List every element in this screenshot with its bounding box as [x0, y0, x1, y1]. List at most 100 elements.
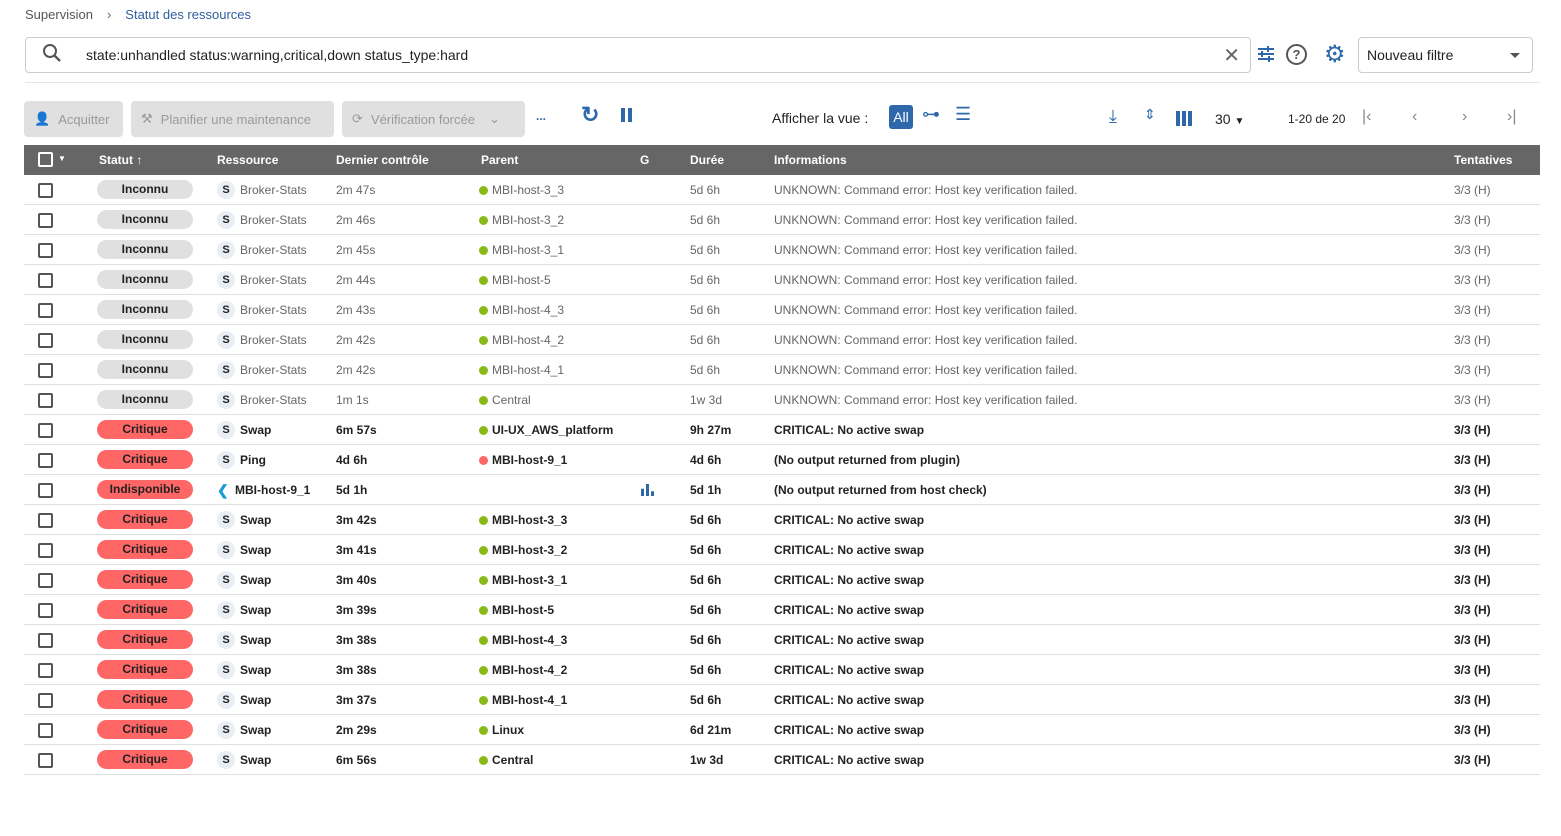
resource-name[interactable]: Swap — [240, 513, 272, 527]
row-checkbox[interactable] — [38, 303, 53, 318]
column-resource[interactable]: Ressource — [217, 153, 279, 167]
parent[interactable]: MBI-host-3_2 — [479, 213, 564, 227]
parent[interactable]: UI-UX_AWS_platform — [479, 423, 613, 437]
column-tries[interactable]: Tentatives — [1454, 153, 1513, 167]
resource-name[interactable]: Swap — [240, 573, 272, 587]
table-row[interactable]: Inconnu S Broker-Stats 2m 43s MBI-host-4… — [24, 295, 1540, 325]
tree-view-icon[interactable]: ⊶ — [922, 104, 940, 124]
row-checkbox[interactable] — [38, 543, 53, 558]
parent[interactable]: MBI-host-4_1 — [479, 363, 564, 377]
table-row[interactable]: Critique S Swap 3m 40s MBI-host-3_1 5d 6… — [24, 565, 1540, 595]
prev-page-icon[interactable]: ‹ — [1412, 108, 1418, 125]
caret-down-icon[interactable]: ▼ — [58, 154, 66, 163]
filter-settings-icon[interactable] — [1257, 44, 1275, 69]
resource-name[interactable]: Swap — [240, 663, 272, 677]
row-checkbox[interactable] — [38, 273, 53, 288]
table-row[interactable]: Inconnu S Broker-Stats 2m 46s MBI-host-3… — [24, 205, 1540, 235]
table-row[interactable]: Critique S Swap 6m 56s Central 1w 3d CRI… — [24, 745, 1540, 775]
parent[interactable]: MBI-host-4_2 — [479, 663, 567, 677]
row-checkbox[interactable] — [38, 603, 53, 618]
row-checkbox[interactable] — [38, 723, 53, 738]
expand-rows-icon[interactable]: ⇕ — [1144, 106, 1156, 122]
parent[interactable]: MBI-host-5 — [479, 603, 554, 617]
parent[interactable]: MBI-host-3_3 — [479, 183, 564, 197]
row-checkbox[interactable] — [38, 363, 53, 378]
resource-name[interactable]: Broker-Stats — [240, 183, 307, 197]
row-checkbox[interactable] — [38, 633, 53, 648]
column-graph[interactable]: G — [640, 153, 650, 167]
parent[interactable]: Linux — [479, 723, 524, 737]
row-checkbox[interactable] — [38, 753, 53, 768]
filter-select[interactable]: Nouveau filtre — [1358, 37, 1533, 73]
resource-name[interactable]: Swap — [240, 753, 272, 767]
table-row[interactable]: Critique S Swap 2m 29s Linux 6d 21m CRIT… — [24, 715, 1540, 745]
resource-name[interactable]: Swap — [240, 633, 272, 647]
breadcrumb-current[interactable]: Statut des ressources — [125, 7, 252, 22]
row-checkbox[interactable] — [38, 663, 53, 678]
table-row[interactable]: Critique S Swap 3m 38s MBI-host-4_3 5d 6… — [24, 625, 1540, 655]
refresh-icon[interactable]: ↻ — [581, 102, 600, 127]
more-actions-button[interactable]: ... — [536, 109, 547, 123]
column-status[interactable]: Statut ↑ — [99, 153, 143, 167]
table-row[interactable]: Critique S Swap 3m 42s MBI-host-3_3 5d 6… — [24, 505, 1540, 535]
resource-name[interactable]: Broker-Stats — [240, 273, 307, 287]
pause-icon[interactable] — [621, 108, 625, 122]
resource-name[interactable]: Broker-Stats — [240, 243, 307, 257]
row-checkbox[interactable] — [38, 513, 53, 528]
view-all-button[interactable]: All — [889, 105, 913, 129]
table-row[interactable]: Inconnu S Broker-Stats 1m 1s Central 1w … — [24, 385, 1540, 415]
parent[interactable]: MBI-host-3_1 — [479, 573, 567, 587]
table-row[interactable]: Indisponible ❮ MBI-host-9_1 5d 1h 5d 1h … — [24, 475, 1540, 505]
last-page-icon[interactable]: ›| — [1507, 108, 1517, 125]
resource-name[interactable]: Broker-Stats — [240, 363, 307, 377]
row-checkbox[interactable] — [38, 483, 53, 498]
parent[interactable]: Central — [479, 393, 531, 407]
parent[interactable]: MBI-host-9_1 — [479, 453, 567, 467]
column-info[interactable]: Informations — [774, 153, 847, 167]
column-duration[interactable]: Durée — [690, 153, 725, 167]
parent[interactable]: MBI-host-4_1 — [479, 693, 567, 707]
table-row[interactable]: Critique S Swap 3m 37s MBI-host-4_1 5d 6… — [24, 685, 1540, 715]
table-row[interactable]: Critique S Ping 4d 6h MBI-host-9_1 4d 6h… — [24, 445, 1540, 475]
next-page-icon[interactable]: › — [1462, 108, 1468, 125]
parent[interactable]: MBI-host-5 — [479, 273, 551, 287]
select-all-checkbox[interactable] — [38, 152, 53, 167]
graph-icon[interactable] — [641, 484, 654, 496]
list-view-icon[interactable]: ☰ — [955, 104, 972, 124]
help-icon[interactable]: ? — [1286, 44, 1307, 65]
row-checkbox[interactable] — [38, 693, 53, 708]
resource-name[interactable]: Broker-Stats — [240, 303, 307, 317]
parent[interactable]: MBI-host-3_1 — [479, 243, 564, 257]
table-row[interactable]: Critique S Swap 3m 41s MBI-host-3_2 5d 6… — [24, 535, 1540, 565]
table-row[interactable]: Inconnu S Broker-Stats 2m 47s MBI-host-3… — [24, 175, 1540, 205]
search-input[interactable] — [86, 47, 1186, 63]
column-last-check[interactable]: Dernier contrôle — [336, 153, 429, 167]
resource-name[interactable]: Swap — [240, 423, 272, 437]
resource-name[interactable]: Ping — [240, 453, 266, 467]
parent[interactable]: MBI-host-3_3 — [479, 513, 567, 527]
row-checkbox[interactable] — [38, 213, 53, 228]
table-row[interactable]: Inconnu S Broker-Stats 2m 42s MBI-host-4… — [24, 355, 1540, 385]
parent[interactable]: MBI-host-4_2 — [479, 333, 564, 347]
resource-name[interactable]: Broker-Stats — [240, 213, 307, 227]
row-checkbox[interactable] — [38, 393, 53, 408]
row-checkbox[interactable] — [38, 423, 53, 438]
parent[interactable]: Central — [479, 753, 533, 767]
parent[interactable]: MBI-host-4_3 — [479, 303, 564, 317]
table-row[interactable]: Critique S Swap 3m 39s MBI-host-5 5d 6h … — [24, 595, 1540, 625]
resource-name[interactable]: Broker-Stats — [240, 333, 307, 347]
row-checkbox[interactable] — [38, 333, 53, 348]
table-row[interactable]: Inconnu S Broker-Stats 2m 42s MBI-host-4… — [24, 325, 1540, 355]
rows-per-page-select[interactable]: 30 ▼ — [1215, 111, 1244, 127]
table-row[interactable]: Critique S Swap 3m 38s MBI-host-4_2 5d 6… — [24, 655, 1540, 685]
downtime-button[interactable]: ⚒ Planifier une maintenance — [131, 101, 334, 137]
breadcrumb-supervision[interactable]: Supervision — [25, 7, 93, 22]
columns-icon[interactable] — [1176, 111, 1194, 126]
row-checkbox[interactable] — [38, 243, 53, 258]
gear-icon[interactable]: ⚙ — [1324, 41, 1346, 68]
resource-name[interactable]: Swap — [240, 543, 272, 557]
table-row[interactable]: Inconnu S Broker-Stats 2m 44s MBI-host-5… — [24, 265, 1540, 295]
parent[interactable]: MBI-host-4_3 — [479, 633, 567, 647]
export-icon[interactable]: ⤓ — [1109, 106, 1117, 126]
resource-name[interactable]: Swap — [240, 723, 272, 737]
